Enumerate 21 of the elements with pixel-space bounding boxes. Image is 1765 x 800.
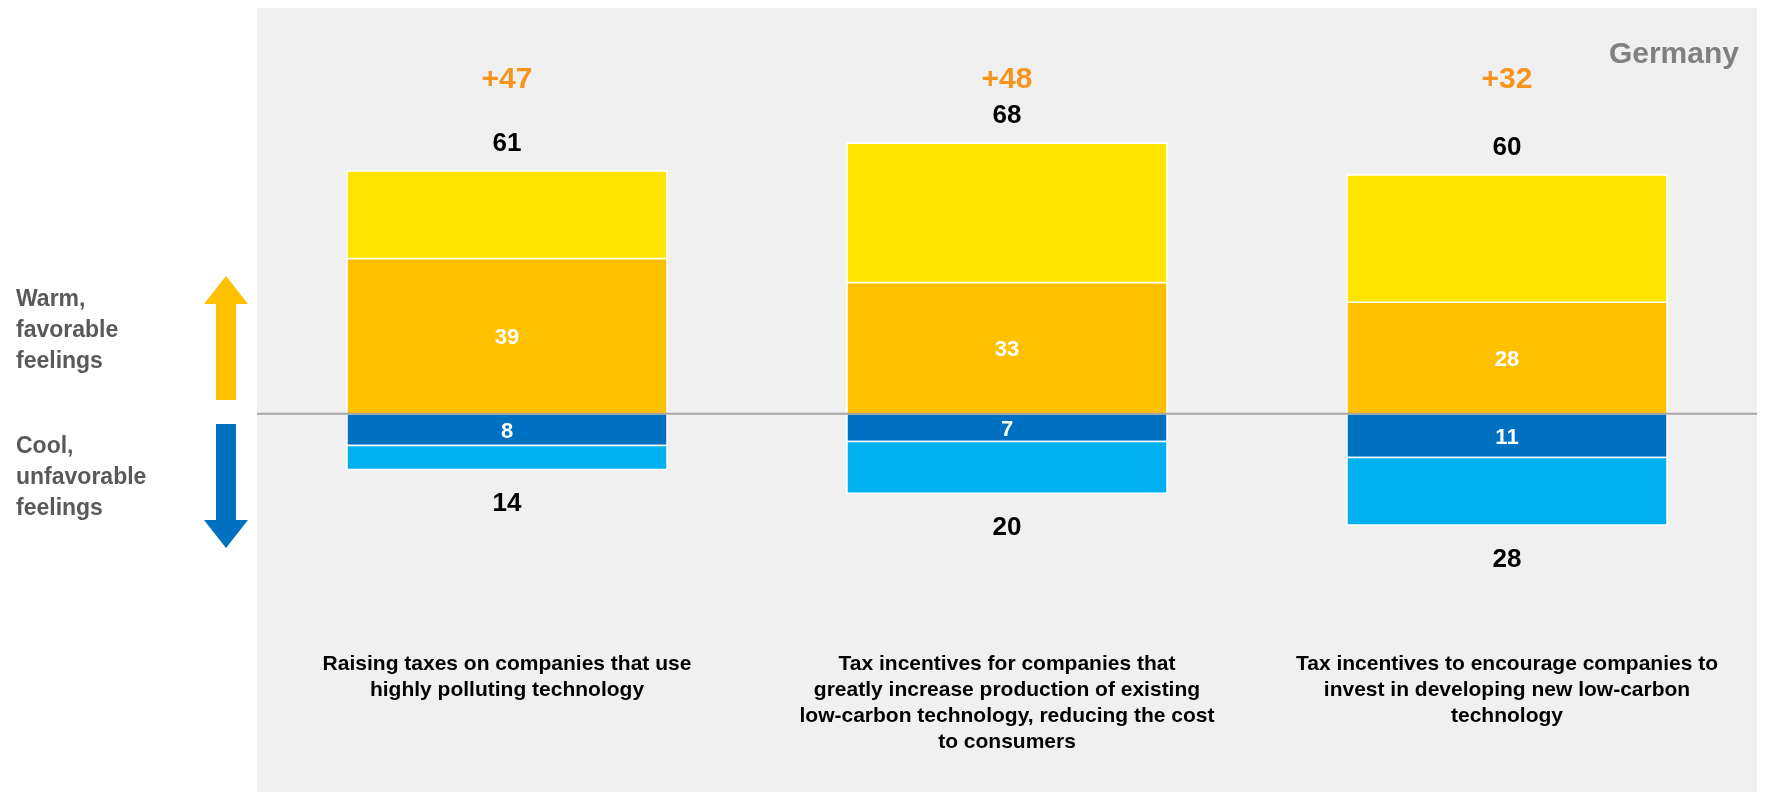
annotation: 14 xyxy=(492,487,522,518)
annotation: 28 xyxy=(1492,543,1522,574)
annotation: 61 xyxy=(492,127,522,158)
text: Cool, unfavorable feelings xyxy=(16,431,148,522)
data-label: 33 xyxy=(994,336,1020,362)
annotation: 68 xyxy=(992,99,1022,130)
data-label: 39 xyxy=(494,324,520,350)
text: Warm, favorable feelings xyxy=(16,284,120,375)
annotation: 8 xyxy=(500,417,514,443)
annotation: 20 xyxy=(992,511,1022,542)
text: +47 xyxy=(481,61,533,94)
annotation: 11 xyxy=(1495,423,1519,449)
x-tick-label: Tax incentives for companies that greatly increase production of existing low-carbon technology, reducing the cost to consumers xyxy=(799,651,1215,752)
x-tick-label: Raising taxes on companies that use highly polluting technology xyxy=(322,651,692,700)
text: +32 xyxy=(1481,61,1533,94)
x-tick-label: Tax incentives to encourage companies to invest in developing new low-carbon technology xyxy=(1295,651,1719,726)
text: +48 xyxy=(981,61,1033,94)
data-label: 28 xyxy=(1494,346,1520,372)
annotation: 7 xyxy=(1000,415,1014,441)
chart-title: Germany xyxy=(1608,36,1739,70)
annotation: 60 xyxy=(1492,131,1522,162)
